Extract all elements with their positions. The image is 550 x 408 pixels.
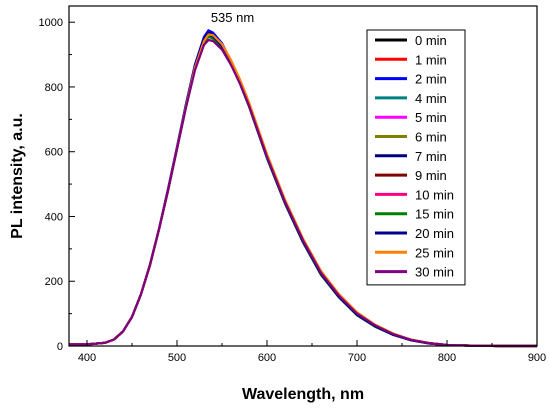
legend-label: 15 min [415, 207, 454, 222]
y-axis-title: PL intensity, a.u. [9, 113, 26, 239]
x-tick-label: 600 [258, 352, 276, 364]
legend-label: 1 min [415, 52, 447, 67]
x-tick-label: 500 [168, 352, 186, 364]
x-tick-label: 900 [528, 352, 546, 364]
legend-label: 6 min [415, 130, 447, 145]
legend-label: 5 min [415, 110, 447, 125]
peak-annotation: 535 nm [211, 10, 254, 25]
y-tick-label: 600 [45, 147, 63, 159]
y-tick-label: 800 [45, 82, 63, 94]
plot-frame [68, 5, 538, 347]
legend-label: 2 min [415, 72, 447, 87]
x-tick-label: 400 [78, 352, 96, 364]
legend-label: 0 min [415, 33, 447, 48]
series-layer [69, 29, 537, 348]
legend-label: 10 min [415, 187, 454, 202]
ticks-layer: 400 500 600 700 800 900 0 200 400 600 800 1000 [39, 17, 547, 364]
x-axis-title: Wavelength, nm [242, 386, 364, 403]
y-tick-label: 400 [45, 211, 63, 223]
legend-label: 25 min [415, 245, 454, 260]
legend-label: 7 min [415, 149, 447, 164]
y-tick-label: 200 [45, 276, 63, 288]
y-tick-label: 1000 [39, 17, 63, 29]
legend-label: 20 min [415, 226, 454, 241]
legend: 0 min 1 min 2 min 4 min 5 min 6 min 7 min 9 min… [366, 29, 466, 286]
legend-box [366, 29, 466, 286]
legend-label: 4 min [415, 91, 447, 106]
y-tick-label: 0 [57, 341, 63, 353]
legend-label: 9 min [415, 168, 447, 183]
series-line-30-min [69, 38, 537, 348]
x-tick-label: 700 [348, 352, 366, 364]
legend-label: 30 min [415, 265, 454, 280]
x-tick-label: 800 [438, 352, 456, 364]
